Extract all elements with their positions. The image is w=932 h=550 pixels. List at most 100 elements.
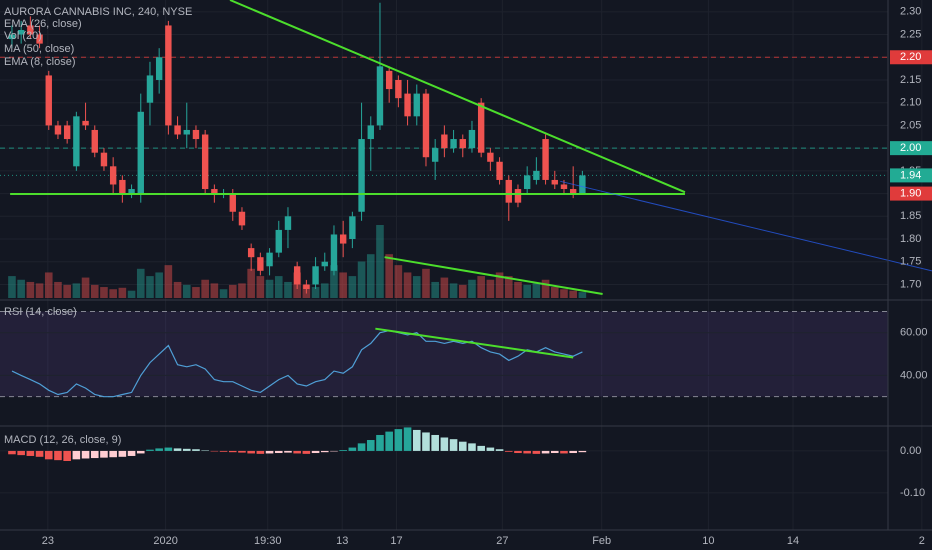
volume-bar	[274, 276, 283, 298]
macd-bar	[192, 449, 200, 451]
volume-bar	[468, 279, 476, 298]
macd-bar	[376, 434, 384, 451]
volume-bar	[35, 283, 44, 298]
trendline	[384, 256, 603, 295]
candle-body	[321, 261, 328, 267]
macd-bar	[100, 450, 108, 458]
volume-bar	[136, 268, 145, 298]
volume-bar	[514, 281, 522, 298]
candle-body	[8, 34, 16, 40]
candle-body	[63, 125, 71, 140]
macd-bar	[247, 450, 255, 454]
candle-body	[54, 125, 62, 135]
macd-bar	[523, 450, 531, 454]
candle-body	[468, 129, 476, 149]
candle-body	[45, 75, 52, 126]
candle-body	[404, 93, 411, 117]
volume-bar	[550, 287, 559, 298]
macd-bar	[458, 441, 467, 451]
x-tick-label: 19:30	[254, 535, 282, 547]
candle-body	[174, 125, 181, 135]
volume-bar	[458, 284, 467, 298]
macd-bar	[228, 450, 237, 453]
candle-body	[349, 216, 356, 240]
macd-bar	[302, 450, 311, 454]
macd-bar	[54, 450, 62, 461]
candle-body	[579, 175, 586, 194]
macd-bar	[422, 432, 430, 451]
volume-bar	[284, 281, 292, 298]
candle-body	[82, 120, 89, 126]
candle-body	[514, 189, 522, 203]
x-tick-label: 23	[42, 535, 54, 547]
candle-body	[367, 125, 374, 140]
x-tick-label: 14	[787, 535, 799, 547]
indicator-label: EMA (26, close)	[4, 18, 82, 30]
candle-body	[330, 234, 338, 271]
volume-bar	[504, 276, 513, 298]
x-tick-label: 2020	[153, 535, 177, 547]
volume-bar	[164, 265, 173, 298]
macd-bar	[366, 440, 375, 451]
macd-bar	[44, 450, 53, 460]
candle-body	[293, 266, 301, 285]
volume-bar	[431, 281, 439, 298]
candle-body	[312, 266, 319, 285]
candle-body	[551, 179, 558, 185]
candle-body	[385, 70, 393, 90]
macd-bar	[210, 450, 219, 452]
macd-bar	[284, 450, 292, 453]
x-tick-label: 13	[336, 535, 348, 547]
volume-bar	[90, 284, 99, 298]
volume-bar	[403, 272, 412, 298]
candle-body	[183, 129, 190, 135]
y-tick-label: 2.10	[900, 97, 921, 109]
macd-bar	[477, 445, 485, 451]
macd-bar	[486, 447, 495, 451]
candle-body	[201, 134, 209, 190]
macd-bar	[265, 450, 274, 454]
volume-bar	[412, 276, 421, 298]
y-tick-label: 1.85	[900, 210, 921, 222]
macd-bar	[274, 450, 283, 454]
volume-bar	[256, 276, 265, 298]
y-tick-label: 1.70	[900, 278, 921, 290]
macd-bar	[449, 439, 458, 451]
macd-bar	[35, 450, 44, 457]
candle-body	[413, 93, 420, 117]
candle-body	[477, 102, 485, 153]
volume-bar	[192, 287, 200, 298]
volume-bar	[578, 292, 587, 298]
y-tick-label: -0.10	[900, 487, 925, 499]
volume-bar	[155, 272, 163, 298]
macd-bar	[219, 450, 228, 452]
macd-bar	[90, 450, 99, 459]
macd-bar	[348, 447, 357, 451]
candle-body	[376, 66, 384, 126]
candle-body	[441, 134, 448, 149]
candle-body	[73, 116, 80, 167]
macd-bar	[394, 429, 403, 451]
candle-body	[165, 25, 172, 126]
candle-body	[257, 257, 264, 271]
volume-bar	[17, 279, 25, 298]
macd-bar	[468, 443, 476, 451]
candle-body	[211, 189, 218, 194]
macd-bar	[8, 450, 16, 455]
macd-bar	[109, 450, 117, 458]
macd-bar	[440, 437, 449, 451]
volume-bar	[63, 284, 71, 298]
volume-bar	[440, 277, 449, 298]
macd-bar	[357, 443, 366, 451]
volume-bar	[449, 283, 458, 298]
volume-bar	[44, 272, 53, 298]
volume-bar	[366, 254, 375, 298]
candle-body	[487, 152, 494, 162]
macd-bar	[127, 450, 136, 456]
candle-body	[146, 75, 154, 103]
macd-bar	[330, 450, 338, 452]
macd-bar	[146, 449, 154, 451]
macd-bar	[569, 450, 577, 454]
macd-bar	[504, 450, 513, 452]
